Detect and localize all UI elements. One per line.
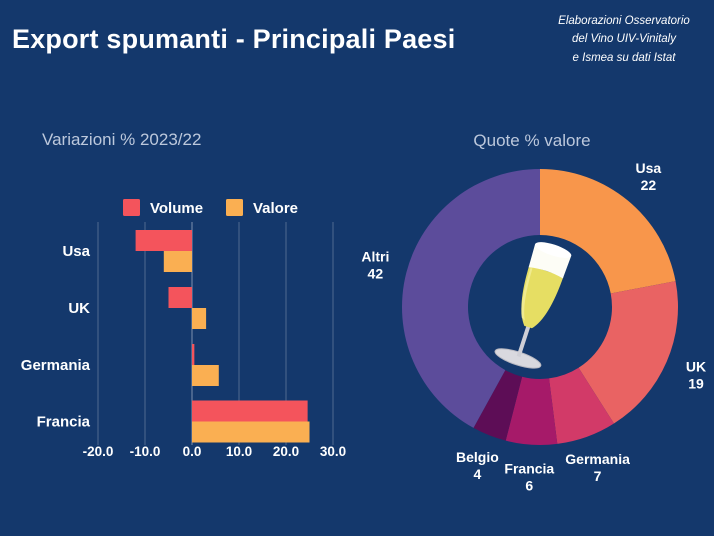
category-label-francia: Francia xyxy=(37,414,91,431)
page-title: Export spumanti - Principali Paesi xyxy=(12,24,456,54)
bar-francia-volume xyxy=(192,400,308,422)
donut-label-value-uk: 19 xyxy=(688,376,704,392)
legend-swatch-volume xyxy=(123,199,140,216)
category-label-usa: Usa xyxy=(62,243,90,260)
donut-label-value-usa: 22 xyxy=(641,177,657,193)
donut-label-value-altri: 42 xyxy=(368,266,384,282)
donut-label-value-francia: 6 xyxy=(525,478,533,494)
x-tick--20: -20.0 xyxy=(83,444,114,459)
donut-label-name-usa: Usa xyxy=(636,160,662,176)
bar-usa-valore xyxy=(163,251,192,272)
legend-label-valore: Valore xyxy=(253,200,298,217)
donut-label-name-germania: Germania xyxy=(565,451,630,467)
donut-label-name-uk: UK xyxy=(686,359,706,375)
donut-slice-belgio xyxy=(473,370,523,441)
x-tick-0: 0.0 xyxy=(183,444,202,459)
bar-germania-volume xyxy=(192,344,195,365)
legend-label-volume: Volume xyxy=(150,200,203,217)
x-tick-30: 30.0 xyxy=(320,444,346,459)
x-tick-10: 10.0 xyxy=(226,444,252,459)
donut-label-name-francia: Francia xyxy=(504,461,554,477)
bar-germania-valore xyxy=(192,365,219,386)
donut-label-value-germania: 7 xyxy=(594,468,602,484)
bar-francia-valore xyxy=(192,421,310,443)
category-label-uk: UK xyxy=(68,300,90,317)
donut-chart-title: Quote % valore xyxy=(473,131,591,150)
bar-uk-volume xyxy=(168,287,192,308)
donut-slice-francia xyxy=(505,376,558,446)
champagne-flute-icon xyxy=(494,242,572,369)
x-tick--10: -10.0 xyxy=(130,444,161,459)
source-credit-line1: Elaborazioni Osservatorio xyxy=(558,15,690,27)
bar-uk-valore xyxy=(192,308,207,329)
x-tick-20: 20.0 xyxy=(273,444,299,459)
source-credit: Elaborazioni Osservatorio del Vino UIV-V… xyxy=(544,12,704,67)
donut-slice-usa xyxy=(540,169,676,294)
donut-label-name-belgio: Belgio xyxy=(456,449,499,465)
donut-slice-germania xyxy=(549,367,614,444)
donut-label-name-altri: Altri xyxy=(361,249,389,265)
donut-label-value-belgio: 4 xyxy=(474,466,482,482)
donut-slice-uk xyxy=(578,281,678,424)
legend-swatch-valore xyxy=(226,199,243,216)
source-credit-line2: del Vino UIV-Vinitaly xyxy=(572,33,676,46)
bar-chart: Volume Valore Usa UK Germania Francia -20.0 -10… xyxy=(21,199,346,459)
donut-slice-altri xyxy=(401,169,540,428)
category-label-germania: Germania xyxy=(21,357,91,374)
bar-usa-volume xyxy=(135,230,192,251)
source-credit-line3: e Ismea su dati Istat xyxy=(572,51,676,64)
bar-chart-title: Variazioni % 2023/22 xyxy=(42,130,202,149)
